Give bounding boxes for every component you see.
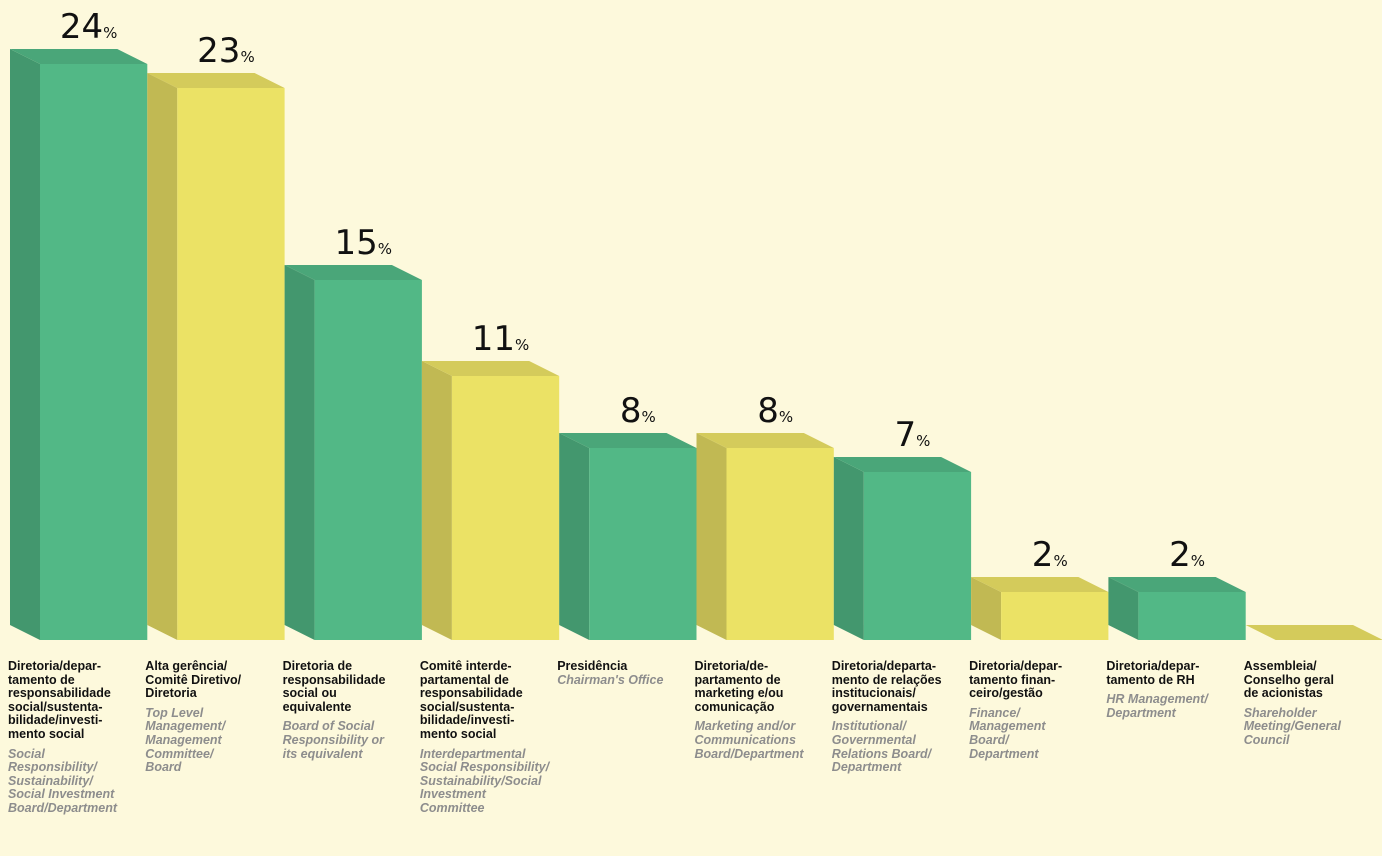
bar-side (1108, 577, 1139, 640)
category-label: Diretoria/depar- tamento finan- ceiro/ge… (969, 659, 1103, 761)
value-number: 7 (894, 415, 916, 455)
category-label: Diretoria/depar- tamento de RH HR Managem… (1106, 659, 1240, 720)
value-unit: % (515, 336, 529, 354)
category-pt: Assembleia/ Conselho geral de acionistas (1243, 659, 1334, 701)
category-pt: Alta gerência/ Comitê Diretivo/ Diretori… (145, 659, 242, 701)
bar-front (589, 448, 697, 640)
value-number: 2 (1169, 535, 1191, 575)
bar-side (833, 457, 864, 640)
category-pt: Diretoria/depar- tamento de RH (1106, 659, 1200, 687)
value-number: 11 (472, 319, 515, 359)
value-number: 24 (60, 7, 103, 47)
bar-side (696, 433, 727, 640)
bar-top (696, 433, 834, 448)
bar-front (1001, 592, 1109, 640)
value-number: 8 (757, 391, 779, 431)
bar (147, 73, 285, 640)
bar-front (314, 280, 422, 640)
bar (421, 361, 560, 640)
category-label: Diretoria/departa- mento de relações ins… (831, 659, 966, 775)
category-pt: Presidência (557, 659, 628, 673)
category-en: HR Management/ Department (1106, 692, 1208, 720)
category-label: Diretoria/depar- tamento de responsabili… (8, 659, 142, 816)
value-label: 23% (197, 31, 255, 71)
value-unit: % (1191, 552, 1205, 570)
value-label: 15% (334, 223, 392, 263)
value-unit: % (240, 48, 254, 66)
bar (971, 577, 1109, 640)
category-label: Diretoria/de- partamento de marketing e/… (694, 659, 829, 761)
category-pt: Comitê interde- partamental de responsab… (419, 659, 523, 741)
category-pt: Diretoria de responsabilidade social ou … (282, 659, 386, 714)
value-number: 15 (334, 223, 377, 263)
bar (696, 433, 834, 640)
value-unit: % (642, 408, 656, 426)
value-unit: % (378, 240, 392, 258)
category-label: Comitê interde- partamental de responsab… (419, 659, 554, 816)
bar-top (1108, 577, 1246, 592)
category-label: Alta gerência/ Comitê Diretivo/ Diretori… (145, 659, 279, 775)
value-label: 2% (1032, 535, 1068, 575)
value-label: 8% (757, 391, 793, 431)
category-en: Board of Social Responsibility or its eq… (282, 719, 384, 761)
bar-front (1138, 592, 1246, 640)
value-label: 8% (620, 391, 656, 431)
value-number: 2 (1032, 535, 1054, 575)
chart: 24% 23%15%11%8% 8% 7%2% 2% (10, 7, 1382, 640)
category-en: Institutional/ Governmental Relations Bo… (831, 719, 932, 775)
bar (10, 49, 148, 640)
bar-front (40, 64, 148, 640)
bar (284, 265, 422, 640)
category-en: Finance/ Management Board/ Department (969, 705, 1046, 761)
bar (833, 457, 972, 640)
bar-front (726, 448, 834, 640)
category-label: Presidência Chairman's Office (557, 659, 691, 687)
value-label: 24% (60, 7, 118, 47)
category-label: Diretoria de responsabilidade social ou … (282, 659, 417, 761)
bar-top (971, 577, 1109, 592)
category-en: Social Responsibility/ Sustainability/ S… (8, 746, 118, 815)
bar-top (10, 49, 148, 64)
category-en: Top Level Management/ Management Committ… (145, 705, 226, 775)
bar-front (863, 472, 972, 640)
bar-top (1245, 625, 1382, 640)
value-unit: % (779, 408, 793, 426)
bar-top (559, 433, 697, 448)
bar (1108, 577, 1246, 640)
category-pt: Diretoria/departa- mento de relações ins… (831, 659, 942, 714)
bar-side (971, 577, 1002, 640)
value-label: 7% (894, 415, 930, 455)
bar (1245, 625, 1382, 640)
bar-top (147, 73, 285, 88)
bar-top (284, 265, 422, 280)
category-en: Interdepartmental Social Responsibility/… (419, 746, 550, 815)
bar-side (284, 265, 315, 640)
value-number: 23 (197, 31, 240, 71)
bar-front (451, 376, 560, 640)
bar (559, 433, 697, 640)
category-pt: Diretoria/depar- tamento finan- ceiro/ge… (969, 659, 1063, 701)
category-en: Chairman's Office (557, 672, 664, 687)
bar-side (559, 433, 590, 640)
value-unit: % (916, 432, 930, 450)
bar-side (421, 361, 452, 640)
value-label: 11% (472, 319, 530, 359)
category-en: Shareholder Meeting/General Council (1243, 705, 1341, 747)
bar-top (833, 457, 972, 472)
category-label: Assembleia/ Conselho geral de acionistas… (1243, 659, 1378, 748)
category-en: Marketing and/or Communications Board/De… (694, 719, 804, 761)
bar-side (147, 73, 178, 640)
value-unit: % (1053, 552, 1067, 570)
category-pt: Diretoria/depar- tamento de responsabili… (8, 659, 111, 741)
category-pt: Diretoria/de- partamento de marketing e/… (694, 659, 784, 714)
value-label: 2% (1169, 535, 1205, 575)
bar-top (421, 361, 560, 376)
value-number: 8 (620, 391, 642, 431)
bar-front (177, 88, 285, 640)
value-unit: % (103, 24, 117, 42)
bar-side (10, 49, 40, 640)
